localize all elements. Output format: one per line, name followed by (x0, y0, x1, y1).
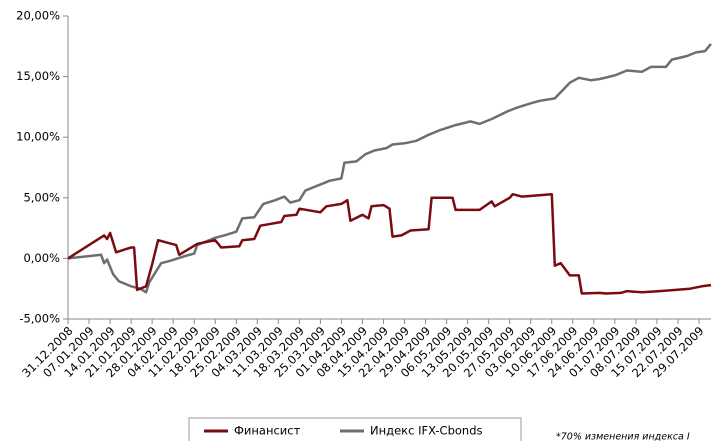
y-tick-label: 5,00% (23, 190, 60, 204)
y-tick-label: 10,00% (16, 130, 60, 144)
y-tick-label: 15,00% (16, 69, 60, 83)
y-tick-label: 0,00% (23, 251, 60, 265)
series-line (67, 43, 712, 294)
footnote: *70% изменения индекса I (556, 432, 690, 441)
y-tick-label: -5,00% (19, 312, 60, 326)
legend-label: Индекс IFX-Cbonds (370, 424, 482, 438)
legend-label: Финансист (234, 424, 301, 438)
series-line (67, 192, 712, 295)
y-tick-label: 20,00% (16, 9, 60, 23)
